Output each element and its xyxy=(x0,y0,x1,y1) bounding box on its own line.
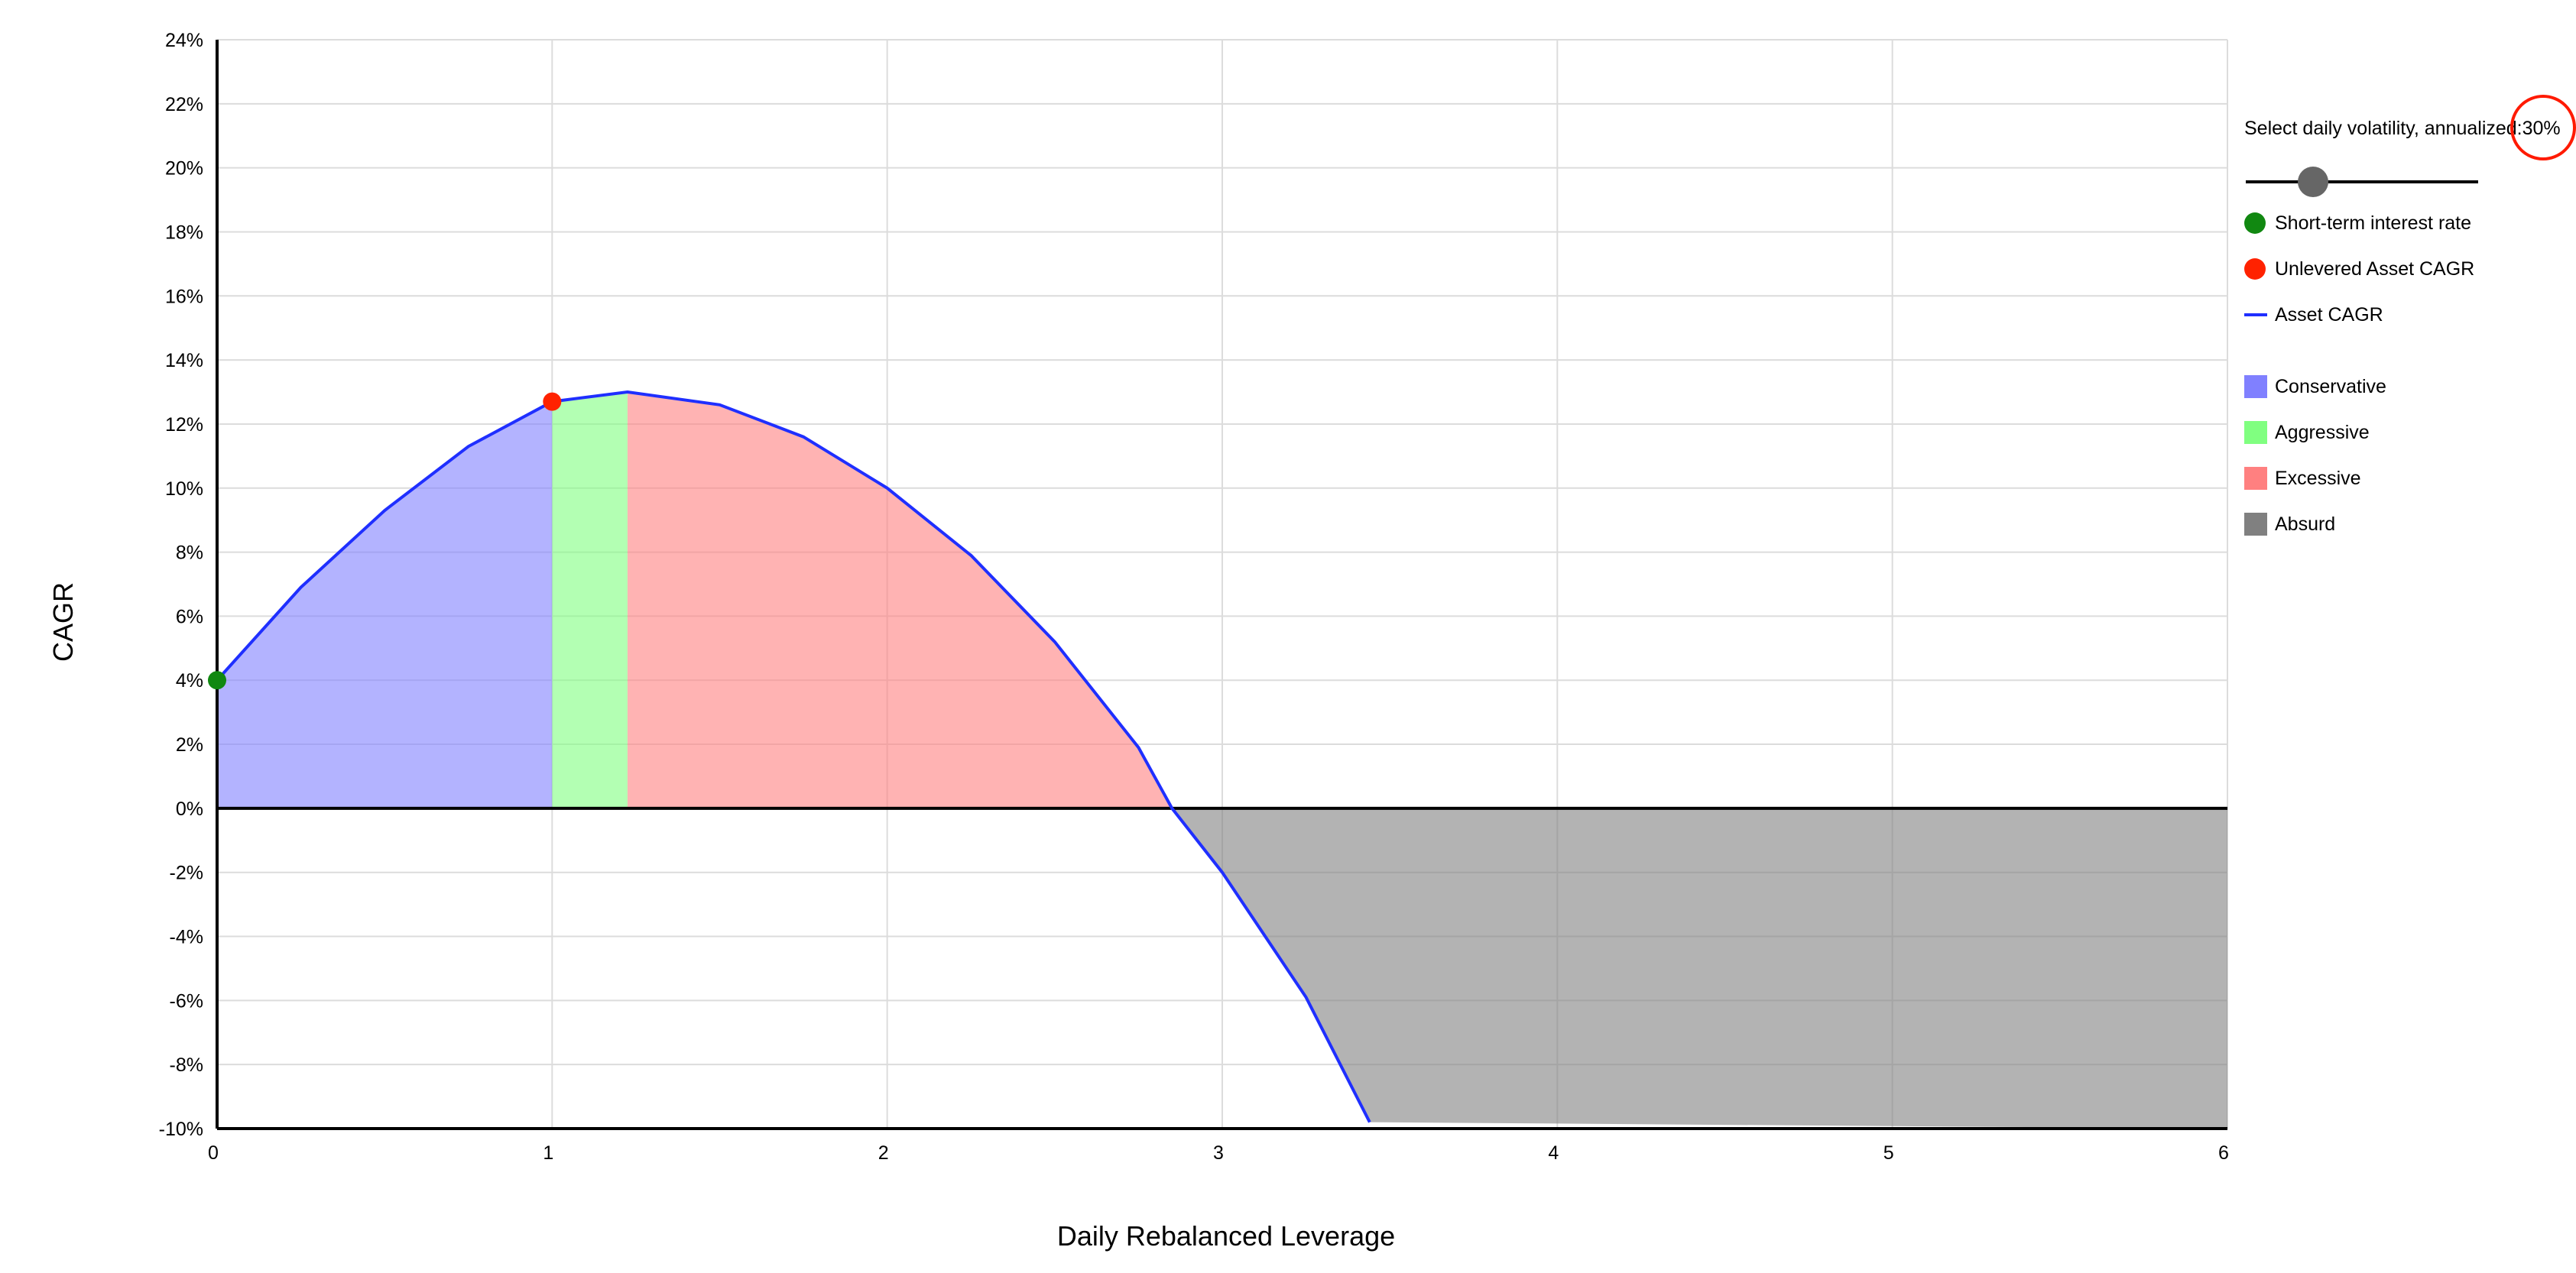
red-square-icon xyxy=(2244,467,2267,490)
region-conservative xyxy=(217,401,553,808)
x-tick-label: 3 xyxy=(1213,1142,1224,1164)
y-tick-label: -6% xyxy=(170,990,203,1012)
legend-item-excessive: Excessive xyxy=(2244,466,2361,491)
legend-label: Asset CAGR xyxy=(2275,303,2383,326)
x-tick-label: 6 xyxy=(2218,1142,2229,1164)
y-tick-label: 16% xyxy=(165,286,203,307)
legend-item-absurd: Absurd xyxy=(2244,512,2335,536)
legend-item-conservative: Conservative xyxy=(2244,374,2386,399)
blue-line-icon xyxy=(2244,313,2267,316)
y-tick-label: 12% xyxy=(165,414,203,436)
y-tick-label: 20% xyxy=(165,158,203,180)
y-tick-label: 0% xyxy=(176,798,203,820)
region-absurd xyxy=(1172,808,2227,1129)
unlevered-cagr-point xyxy=(543,392,562,411)
green-dot-icon xyxy=(2244,212,2266,234)
asset-cagr-line xyxy=(216,390,1371,1123)
legend-label: Unlevered Asset CAGR xyxy=(2275,258,2475,280)
short-term-rate-point xyxy=(208,671,226,690)
volatility-value: 30% xyxy=(2509,95,2576,160)
y-tick-label: 2% xyxy=(176,734,203,756)
legend-item-unlevered-cagr: Unlevered Asset CAGR xyxy=(2244,257,2474,281)
legend-label: Absurd xyxy=(2275,513,2336,535)
legend-label: Aggressive xyxy=(2275,421,2370,443)
volatility-highlight-ring xyxy=(2509,95,2576,160)
legend-label: Short-term interest rate xyxy=(2275,212,2472,234)
blue-square-icon xyxy=(2244,375,2267,398)
y-tick-label: -4% xyxy=(170,927,203,948)
red-dot-icon xyxy=(2244,258,2266,280)
y-tick-label: 24% xyxy=(165,30,203,51)
y-tick-label: 14% xyxy=(165,350,203,371)
x-tick-label: 5 xyxy=(1883,1142,1894,1164)
volatility-slider-thumb[interactable] xyxy=(2298,167,2329,197)
y-tick-label: -10% xyxy=(159,1119,203,1140)
x-tick-label: 4 xyxy=(1548,1142,1559,1164)
legend-item-asset-cagr: Asset CAGR xyxy=(2244,303,2383,327)
region-excessive xyxy=(627,392,1173,808)
y-tick-label: -8% xyxy=(170,1054,203,1076)
volatility-slider-track[interactable] xyxy=(2246,180,2478,183)
x-axis-title: Daily Rebalanced Leverage xyxy=(1057,1220,1395,1252)
green-square-icon xyxy=(2244,421,2267,444)
y-tick-label: 22% xyxy=(165,94,203,115)
x-tick-label: 1 xyxy=(543,1142,553,1164)
y-axis-title: CAGR xyxy=(47,582,79,662)
x-tick-label: 2 xyxy=(878,1142,889,1164)
gray-square-icon xyxy=(2244,513,2267,536)
y-tick-label: 8% xyxy=(176,543,203,564)
legend-item-aggressive: Aggressive xyxy=(2244,420,2370,445)
x-tick-label: 0 xyxy=(208,1142,219,1164)
y-tick-label: 4% xyxy=(176,670,203,692)
y-tick-label: -2% xyxy=(170,863,203,884)
legend-label: Conservative xyxy=(2275,375,2386,397)
legend-item-short-term-rate: Short-term interest rate xyxy=(2244,211,2471,235)
volatility-slider[interactable] xyxy=(2246,167,2478,197)
y-tick-label: 10% xyxy=(165,478,203,500)
region-aggressive xyxy=(552,392,628,808)
y-tick-label: 6% xyxy=(176,606,203,627)
y-tick-label: 18% xyxy=(165,222,203,243)
volatility-label: Select daily volatility, annualized: 30% xyxy=(2244,95,2576,160)
legend-label: Excessive xyxy=(2275,467,2361,489)
